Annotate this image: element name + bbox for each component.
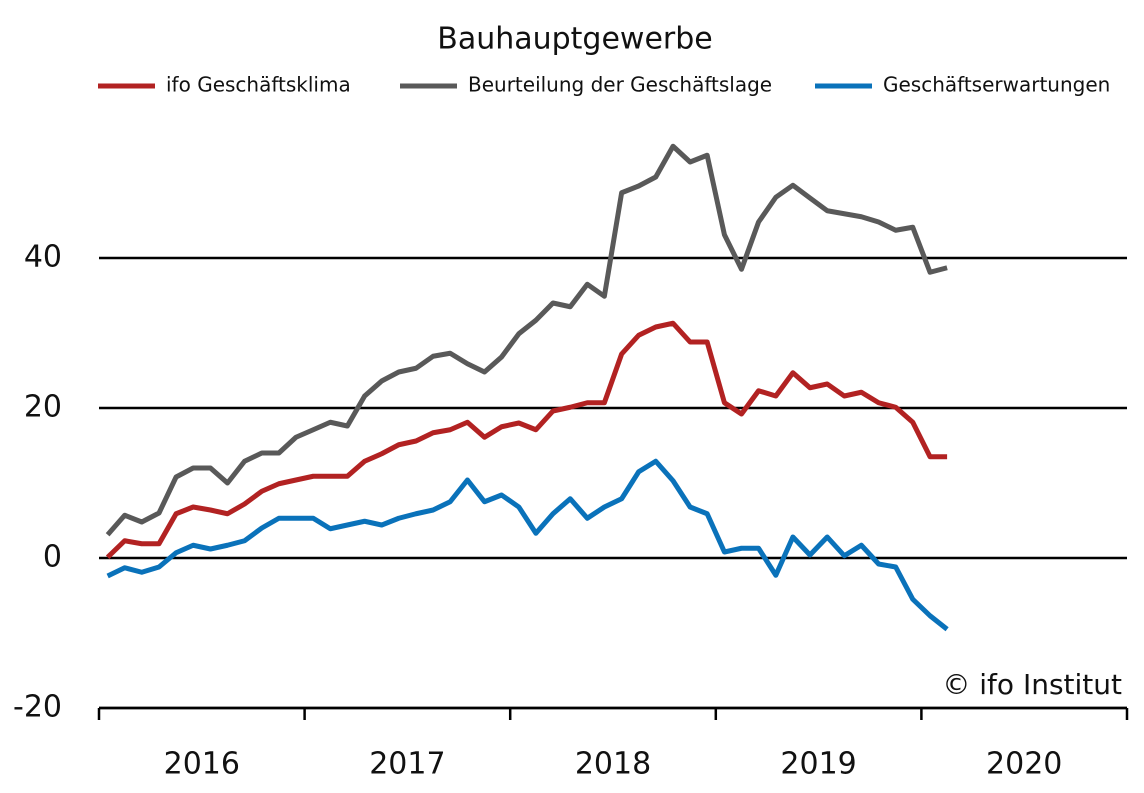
legend-label: ifo Geschäftsklima — [166, 73, 351, 97]
y-tick-label: -20 — [13, 690, 62, 725]
legend-label: Geschäftserwartungen — [883, 73, 1110, 97]
annotation: © ifo Institut — [942, 668, 1122, 701]
x-tick-label: 2017 — [369, 747, 445, 782]
legend-label: Beurteilung der Geschäftslage — [468, 73, 772, 97]
series-line — [105, 143, 948, 537]
x-tick-label: 2018 — [575, 747, 651, 782]
chart-title: Bauhauptgewerbe — [437, 22, 713, 57]
y-tick-label: 40 — [24, 240, 62, 275]
y-tick-label: 20 — [24, 390, 62, 425]
x-tick-label: 2019 — [780, 747, 856, 782]
series-line — [106, 458, 949, 632]
x-tick-label: 2016 — [164, 747, 240, 782]
series-line — [105, 320, 948, 560]
y-tick-label: 0 — [43, 540, 62, 575]
x-tick-label: 2020 — [986, 747, 1062, 782]
